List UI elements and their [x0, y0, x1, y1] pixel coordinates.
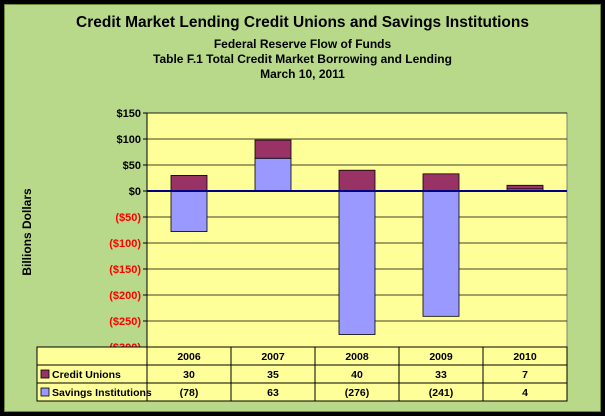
chart-subtitle-1: Federal Reserve Flow of Funds [213, 37, 392, 51]
y-tick-label-7: ($200) [109, 290, 141, 302]
bar-credit-unions-2010 [506, 184, 544, 190]
table-value-1-2006: (78) [180, 387, 199, 399]
bar-savings-institutions-2009 [422, 190, 460, 317]
y-tick-label-8: ($250) [109, 316, 141, 328]
y-tick-label-6: ($150) [109, 264, 141, 276]
table-value-0-2009: 33 [435, 369, 447, 381]
table-value-0-2006: 30 [183, 369, 195, 381]
legend-entry-1: Savings Institutions [52, 387, 152, 399]
legend-entry-0: Credit Unions [52, 369, 121, 381]
x-category-label-2010: 2010 [513, 351, 537, 363]
bar-savings-institutions-2006 [170, 190, 208, 232]
legend-swatch-1 [40, 387, 50, 397]
x-category-label-2007: 2007 [261, 351, 285, 363]
x-category-label-2009: 2009 [429, 351, 453, 363]
table-value-0-2008: 40 [351, 369, 363, 381]
chart-subtitle-2: Table F.1 Total Credit Market Borrowing … [153, 52, 452, 66]
table-value-1-2008: (276) [345, 387, 370, 399]
data-table [36, 346, 568, 402]
chart-title: Credit Market Lending Credit Unions and … [76, 14, 529, 31]
legend-swatch-0 [40, 369, 50, 379]
table-value-1-2009: (241) [429, 387, 454, 399]
table-value-0-2007: 35 [267, 369, 279, 381]
y-tick-label-5: ($100) [109, 238, 141, 250]
bar-credit-unions-2007 [254, 139, 292, 159]
y-tick-label-3: $0 [129, 186, 141, 198]
y-tick-label-2: $50 [123, 160, 141, 172]
bar-credit-unions-2006 [170, 174, 208, 192]
bar-credit-unions-2009 [422, 173, 460, 192]
y-tick-label-1: $100 [117, 134, 141, 146]
y-tick-label-0: $150 [117, 108, 141, 120]
bar-savings-institutions-2008 [338, 190, 376, 335]
table-value-1-2007: 63 [267, 387, 279, 399]
table-value-0-2010: 7 [522, 369, 528, 381]
x-category-label-2008: 2008 [345, 351, 369, 363]
bar-credit-unions-2008 [338, 169, 376, 192]
bar-savings-institutions-2007 [254, 157, 292, 192]
x-category-label-2006: 2006 [177, 351, 201, 363]
y-tick-label-4: ($50) [115, 212, 141, 224]
chart-subtitle-3: March 10, 2011 [260, 67, 345, 81]
table-value-1-2010: 4 [522, 387, 528, 399]
